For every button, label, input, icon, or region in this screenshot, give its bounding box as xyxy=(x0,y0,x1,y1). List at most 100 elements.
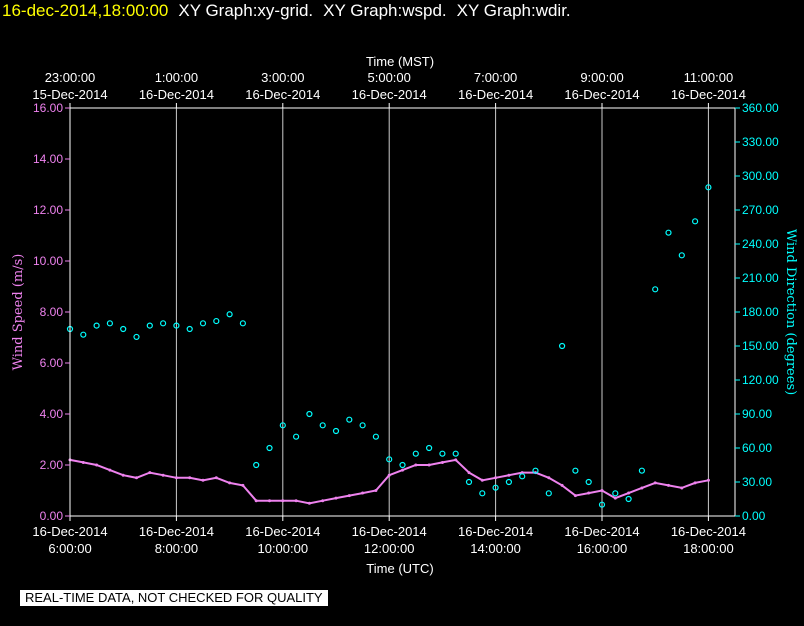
wind-speed-point xyxy=(281,499,285,503)
wind-direction-point xyxy=(519,473,526,480)
wind-direction-point xyxy=(359,422,366,429)
wind-speed-point xyxy=(414,463,418,467)
wind-speed-point xyxy=(653,481,657,485)
bottom-tick-time: 8:00:00 xyxy=(155,541,198,556)
right-axis: 0.00 30.00 60.00 90.00 120.00 150.00 180.00 210… xyxy=(735,101,779,523)
wind-speed-point xyxy=(361,491,365,495)
top-axis: 23:00:00 15-Dec-2014 1:00:00 16-Dec-2014 3:0… xyxy=(32,70,746,108)
wind-speed-point xyxy=(174,476,178,480)
bottom-tick-time: 12:00:00 xyxy=(364,541,415,556)
bottom-tick-time: 14:00:00 xyxy=(470,541,521,556)
grid-lines xyxy=(175,108,709,516)
timestamp: 16-dec-2014,18:00:00 xyxy=(2,1,169,20)
wind-direction-point xyxy=(452,450,459,457)
bottom-tick-time: 16:00:00 xyxy=(577,541,628,556)
wind-speed-point xyxy=(494,476,498,480)
wind-speed-point xyxy=(228,481,232,485)
wind-speed-point xyxy=(480,478,484,482)
wind-speed-point xyxy=(640,486,644,490)
wind-speed-point xyxy=(600,489,604,492)
wind-direction-point xyxy=(199,320,207,327)
wind-speed-point xyxy=(148,471,152,475)
bottom-tick-time: 18:00:00 xyxy=(683,541,734,556)
wind-speed-point xyxy=(454,458,458,462)
bottom-axis-title: Time (UTC) xyxy=(366,561,433,576)
top-tick-date: 16-Dec-2014 xyxy=(458,87,533,102)
wind-direction-point xyxy=(266,444,273,452)
wind-direction-point xyxy=(598,501,606,508)
left-tick-label: 12.00 xyxy=(33,203,63,217)
wind-direction-point xyxy=(160,320,167,327)
wind-speed-point xyxy=(81,460,85,464)
wind-direction-point xyxy=(146,322,153,329)
wind-speed-point xyxy=(613,496,617,500)
wind-speed-point xyxy=(201,478,205,482)
wind-speed-point xyxy=(374,489,378,492)
right-tick-label: 120.00 xyxy=(742,373,779,387)
wind-speed-point xyxy=(294,499,298,503)
wind-speed-point xyxy=(135,476,138,480)
right-tick-label: 150.00 xyxy=(742,339,779,353)
wind-direction-point xyxy=(652,286,659,293)
bottom-axis: 16-Dec-2014 6:00:00 16-Dec-2014 8:00:00 16-D… xyxy=(32,516,746,556)
wind-speed-point xyxy=(321,499,325,503)
wind-direction-point xyxy=(93,322,100,329)
bottom-tick-date: 16-Dec-2014 xyxy=(139,524,214,539)
wind-direction-point xyxy=(412,450,419,457)
wind-speed-point xyxy=(507,473,511,477)
wind-direction-point xyxy=(133,333,140,341)
wind-speed-point xyxy=(573,494,577,498)
left-tick-label: 14.00 xyxy=(33,152,63,166)
wind-direction-point xyxy=(106,320,114,327)
left-tick-label: 8.00 xyxy=(40,305,64,319)
wind-speed-point xyxy=(560,483,564,487)
wind-speed-point xyxy=(693,481,697,485)
wind-direction-point xyxy=(492,484,499,491)
top-tick-time: 3:00:00 xyxy=(261,70,304,85)
wind-direction-point xyxy=(346,416,353,423)
wind-direction-point xyxy=(585,478,592,486)
wind-direction-point xyxy=(545,490,552,497)
wind-speed-point xyxy=(440,460,444,464)
left-tick-label: 6.00 xyxy=(40,356,64,370)
right-tick-label: 270.00 xyxy=(742,203,779,217)
graph-title-wdir: XY Graph:wdir. xyxy=(456,1,571,20)
left-tick-label: 4.00 xyxy=(40,407,64,421)
wind-speed-point xyxy=(121,473,125,477)
wind-speed-point xyxy=(254,499,258,503)
wind-direction-point xyxy=(638,467,646,474)
graph-title-xy-grid: XY Graph:xy-grid. xyxy=(178,1,314,20)
wind-speed-point xyxy=(401,468,404,472)
wind-direction-point xyxy=(279,422,286,429)
wind-speed-point xyxy=(587,491,591,495)
left-axis-title: Wind Speed (m/s) xyxy=(11,254,26,371)
wind-speed-point xyxy=(188,476,192,480)
wind-speed-point xyxy=(627,491,631,495)
bottom-tick-date: 16-Dec-2014 xyxy=(564,524,639,539)
wind-direction-point xyxy=(306,410,313,418)
top-tick-time: 11:00:00 xyxy=(684,70,734,85)
right-tick-label: 60.00 xyxy=(742,441,772,455)
right-tick-label: 180.00 xyxy=(742,305,779,319)
wind-speed-point xyxy=(427,463,431,467)
wind-direction-point xyxy=(532,467,539,474)
top-tick-time: 5:00:00 xyxy=(368,70,411,85)
top-tick-date: 16-Dec-2014 xyxy=(352,87,427,102)
right-tick-label: 330.00 xyxy=(742,135,779,149)
bottom-tick-time: 6:00:00 xyxy=(48,541,91,556)
quality-notice: REAL-TIME DATA, NOT CHECKED FOR QUALITY xyxy=(20,590,328,606)
wind-direction-point xyxy=(665,229,672,236)
top-tick-date: 16-Dec-2014 xyxy=(139,87,214,102)
wind-speed-point xyxy=(667,483,670,487)
top-tick-date: 16-Dec-2014 xyxy=(671,87,746,102)
wind-speed-point xyxy=(95,463,99,467)
wind-direction-point xyxy=(479,490,486,497)
left-tick-label: 0.00 xyxy=(40,509,64,523)
wind-direction-point xyxy=(319,422,326,429)
wind-direction-point xyxy=(705,184,712,191)
wind-direction-point xyxy=(120,325,127,333)
right-tick-label: 90.00 xyxy=(742,407,772,421)
bottom-tick-time: 10:00:00 xyxy=(257,541,308,556)
wind-speed-point xyxy=(706,478,710,482)
wind-speed-point xyxy=(347,494,351,498)
